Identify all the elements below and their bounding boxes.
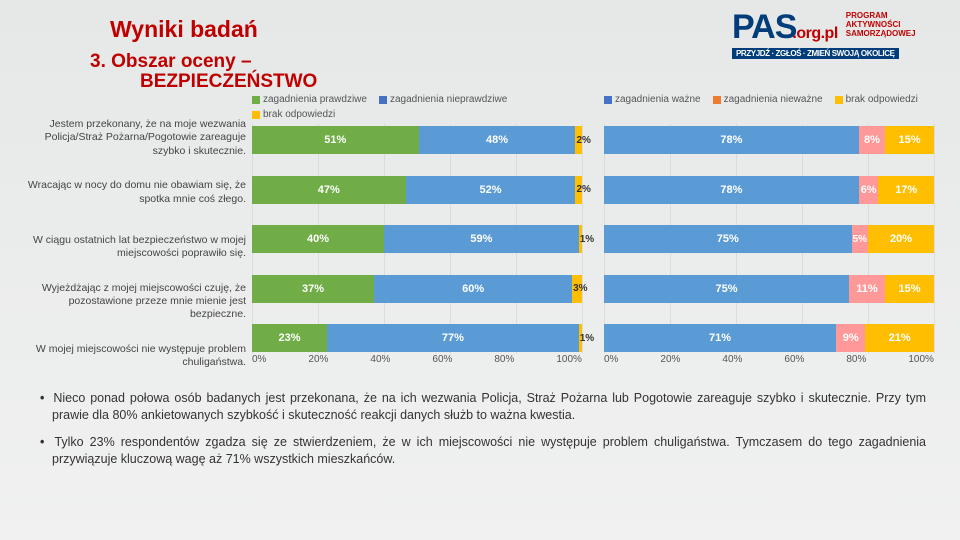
tick-label: 0% (604, 354, 618, 370)
legend-label: brak odpowiedzi (846, 94, 918, 105)
tick-label: 60% (432, 354, 452, 370)
legend-item: zagadnienia nieważne (713, 94, 823, 105)
bar-segment: 75% (604, 225, 852, 253)
bars: 51%48%2%47%52%2%40%59%1%37%60%3%23%77%1% (252, 126, 582, 352)
logo: PAS.org.pl PROGRAM AKTYWNOŚCI SAMORZĄDOW… (732, 12, 942, 61)
x-axis: 0% 20% 40% 60% 80% 100% (604, 354, 934, 370)
bars: 78%8%15%78%6%17%75%5%20%75%11%15%71%9%21… (604, 126, 934, 352)
question-label: W mojej miejscowości nie występuje probl… (22, 342, 252, 370)
bar-segment: 48% (419, 126, 576, 154)
tick-label: 80% (494, 354, 514, 370)
tick-label: 80% (846, 354, 866, 370)
gridline (934, 124, 935, 354)
bar-segment: 59% (384, 225, 579, 253)
logo-band: PRZYJDŹ · ZGŁOŚ · ZMIEŃ SWOJĄ OKOLICĘ (732, 48, 899, 59)
legend-swatch (379, 96, 387, 104)
legend-swatch (835, 96, 843, 104)
bar-segment: 6% (859, 176, 879, 204)
legend-item: zagadnienia nieprawdziwe (379, 94, 507, 105)
legend-swatch (713, 96, 721, 104)
bar-segment: 60% (374, 275, 572, 303)
bar-row: 75%5%20% (604, 225, 934, 253)
right-chart: zagadnienia ważnezagadnienia nieważnebra… (604, 100, 938, 370)
bar-segment: 11% (849, 275, 885, 303)
legend-left: zagadnienia prawdziwe zagadnienia niepraw… (252, 94, 586, 120)
legend-item: zagadnienia prawdziwe (252, 94, 367, 105)
bar-segment: 78% (604, 176, 859, 204)
question-labels: Jestem przekonany, że na moje wezwania P… (22, 100, 252, 370)
bar-row: 71%9%21% (604, 324, 934, 352)
bar-segment: 5% (852, 225, 869, 253)
legend-right: zagadnienia ważne zagadnienia nieważne bra… (604, 94, 938, 105)
question-label: Wracając w nocy do domu nie obawiam się,… (22, 179, 252, 207)
bar-segment: 51% (252, 126, 419, 154)
legend-item: brak odpowiedzi (252, 109, 335, 120)
bar-row: 47%52%2% (252, 176, 582, 204)
bar-segment: 8% (859, 126, 885, 154)
legend-item: brak odpowiedzi (835, 94, 918, 105)
bar-segment: 2% (575, 126, 582, 154)
bar-segment: 37% (252, 275, 374, 303)
legend-swatch (252, 96, 260, 104)
legend-label: zagadnienia nieważne (724, 94, 823, 105)
bar-segment: 77% (327, 324, 579, 352)
section-name: BEZPIECZEŃSTWO (140, 71, 930, 93)
logo-tag: SAMORZĄDOWEJ (846, 30, 916, 39)
tick-label: 100% (556, 354, 582, 370)
logo-url: .org.pl (792, 25, 837, 42)
bullet: Tylko 23% respondentów zgadza się ze stw… (52, 434, 926, 468)
bar-segment: 21% (865, 324, 934, 352)
bar-row: 37%60%3% (252, 275, 582, 303)
bar-row: 78%6%17% (604, 176, 934, 204)
bar-row: 51%48%2% (252, 126, 582, 154)
tick-label: 40% (722, 354, 742, 370)
legend-swatch (252, 111, 260, 119)
bar-segment: 1% (579, 225, 582, 253)
bar-segment: 75% (604, 275, 849, 303)
tick-label: 60% (784, 354, 804, 370)
bar-segment: 20% (868, 225, 934, 253)
legend-label: zagadnienia nieprawdziwe (390, 94, 507, 105)
bar-segment: 52% (406, 176, 576, 204)
bar-segment: 15% (885, 126, 934, 154)
legend-label: brak odpowiedzi (263, 109, 335, 120)
legend-label: zagadnienia ważne (615, 94, 701, 105)
bar-segment: 3% (572, 275, 582, 303)
bar-segment: 23% (252, 324, 327, 352)
tick-label: 20% (308, 354, 328, 370)
bar-row: 78%8%15% (604, 126, 934, 154)
slide: Wyniki badań 3. Obszar oceny – BEZPIECZE… (0, 0, 960, 540)
bar-segment: 40% (252, 225, 384, 253)
tick-label: 20% (660, 354, 680, 370)
left-chart: zagadnienia prawdziwezagadnienia niepraw… (252, 100, 586, 370)
logo-text: PAS (732, 8, 796, 46)
legend-item: zagadnienia ważne (604, 94, 701, 105)
bar-segment: 17% (878, 176, 934, 204)
bullet: Nieco ponad połowa osób badanych jest pr… (52, 390, 926, 424)
bar-segment: 15% (885, 275, 934, 303)
tick-label: 0% (252, 354, 266, 370)
bar-segment: 1% (579, 324, 582, 352)
bar-segment: 2% (575, 176, 582, 204)
bar-segment: 78% (604, 126, 859, 154)
bar-segment: 9% (836, 324, 865, 352)
question-label: Jestem przekonany, że na moje wezwania P… (22, 124, 252, 152)
bullet-points: Nieco ponad połowa osób badanych jest pr… (52, 390, 926, 478)
bar-row: 75%11%15% (604, 275, 934, 303)
charts-area: Jestem przekonany, że na moje wezwania P… (22, 100, 938, 370)
bar-row: 40%59%1% (252, 225, 582, 253)
x-axis: 0% 20% 40% 60% 80% 100% (252, 354, 582, 370)
bar-segment: 47% (252, 176, 406, 204)
legend-swatch (604, 96, 612, 104)
question-label: W ciągu ostatnich lat bezpieczeństwo w m… (22, 233, 252, 261)
bar-row: 23%77%1% (252, 324, 582, 352)
tick-label: 100% (908, 354, 934, 370)
bar-segment: 71% (604, 324, 836, 352)
tick-label: 40% (370, 354, 390, 370)
legend-label: zagadnienia prawdziwe (263, 94, 367, 105)
question-label: Wyjeżdżając z mojej miejscowości czuję, … (22, 288, 252, 316)
